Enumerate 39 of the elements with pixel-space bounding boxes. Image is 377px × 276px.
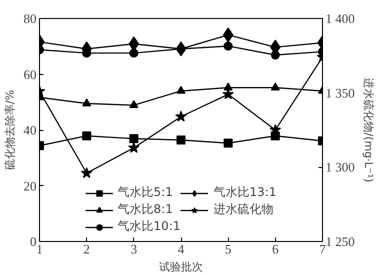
point [224, 42, 233, 51]
legend-label: 进水硫化物 [214, 201, 274, 218]
legend-label: 气水比5:1 [118, 184, 173, 201]
y-tick-label: 40 [24, 122, 36, 138]
x-tick-label: 3 [130, 242, 138, 256]
point [175, 110, 187, 122]
y2-tick-label: 1 250 [326, 234, 355, 249]
x-tick-label: 4 [178, 242, 185, 256]
y2-tick-label: 1 400 [326, 11, 355, 26]
point [176, 86, 186, 94]
x-tick-label: 1 [36, 242, 43, 256]
legend-label: 气水比13:1 [214, 184, 276, 201]
y-tick-label: 60 [24, 66, 36, 82]
point [224, 138, 233, 148]
x-tick-label: 6 [272, 242, 280, 256]
point [128, 142, 140, 153]
y-tick-label: 0 [30, 234, 36, 249]
point [129, 100, 138, 108]
y2-tick-label: 1 300 [326, 160, 355, 175]
point [129, 134, 138, 144]
x-tick-label: 2 [83, 242, 90, 256]
y-axis-title: 硫化物去除率/% [4, 90, 16, 170]
x-axis-title: 试验批次 [159, 260, 203, 274]
y2-axis-title: 进水硫化物/(mg·L⁻¹) [362, 78, 375, 182]
point [82, 131, 92, 140]
legend-label: 气水比8:1 [118, 201, 173, 218]
point [80, 167, 92, 178]
point [224, 82, 233, 90]
x-tick-label: 5 [224, 242, 232, 256]
legend-label: 气水比10:1 [118, 218, 180, 235]
point [176, 41, 186, 56]
point [176, 136, 186, 145]
y-tick-label: 20 [24, 178, 36, 194]
point [82, 98, 92, 106]
y-tick-label: 80 [24, 11, 36, 26]
point [270, 82, 280, 90]
point [129, 48, 138, 58]
y2-tick-label: 1 350 [326, 85, 355, 100]
x-tick-label: 7 [319, 242, 326, 256]
